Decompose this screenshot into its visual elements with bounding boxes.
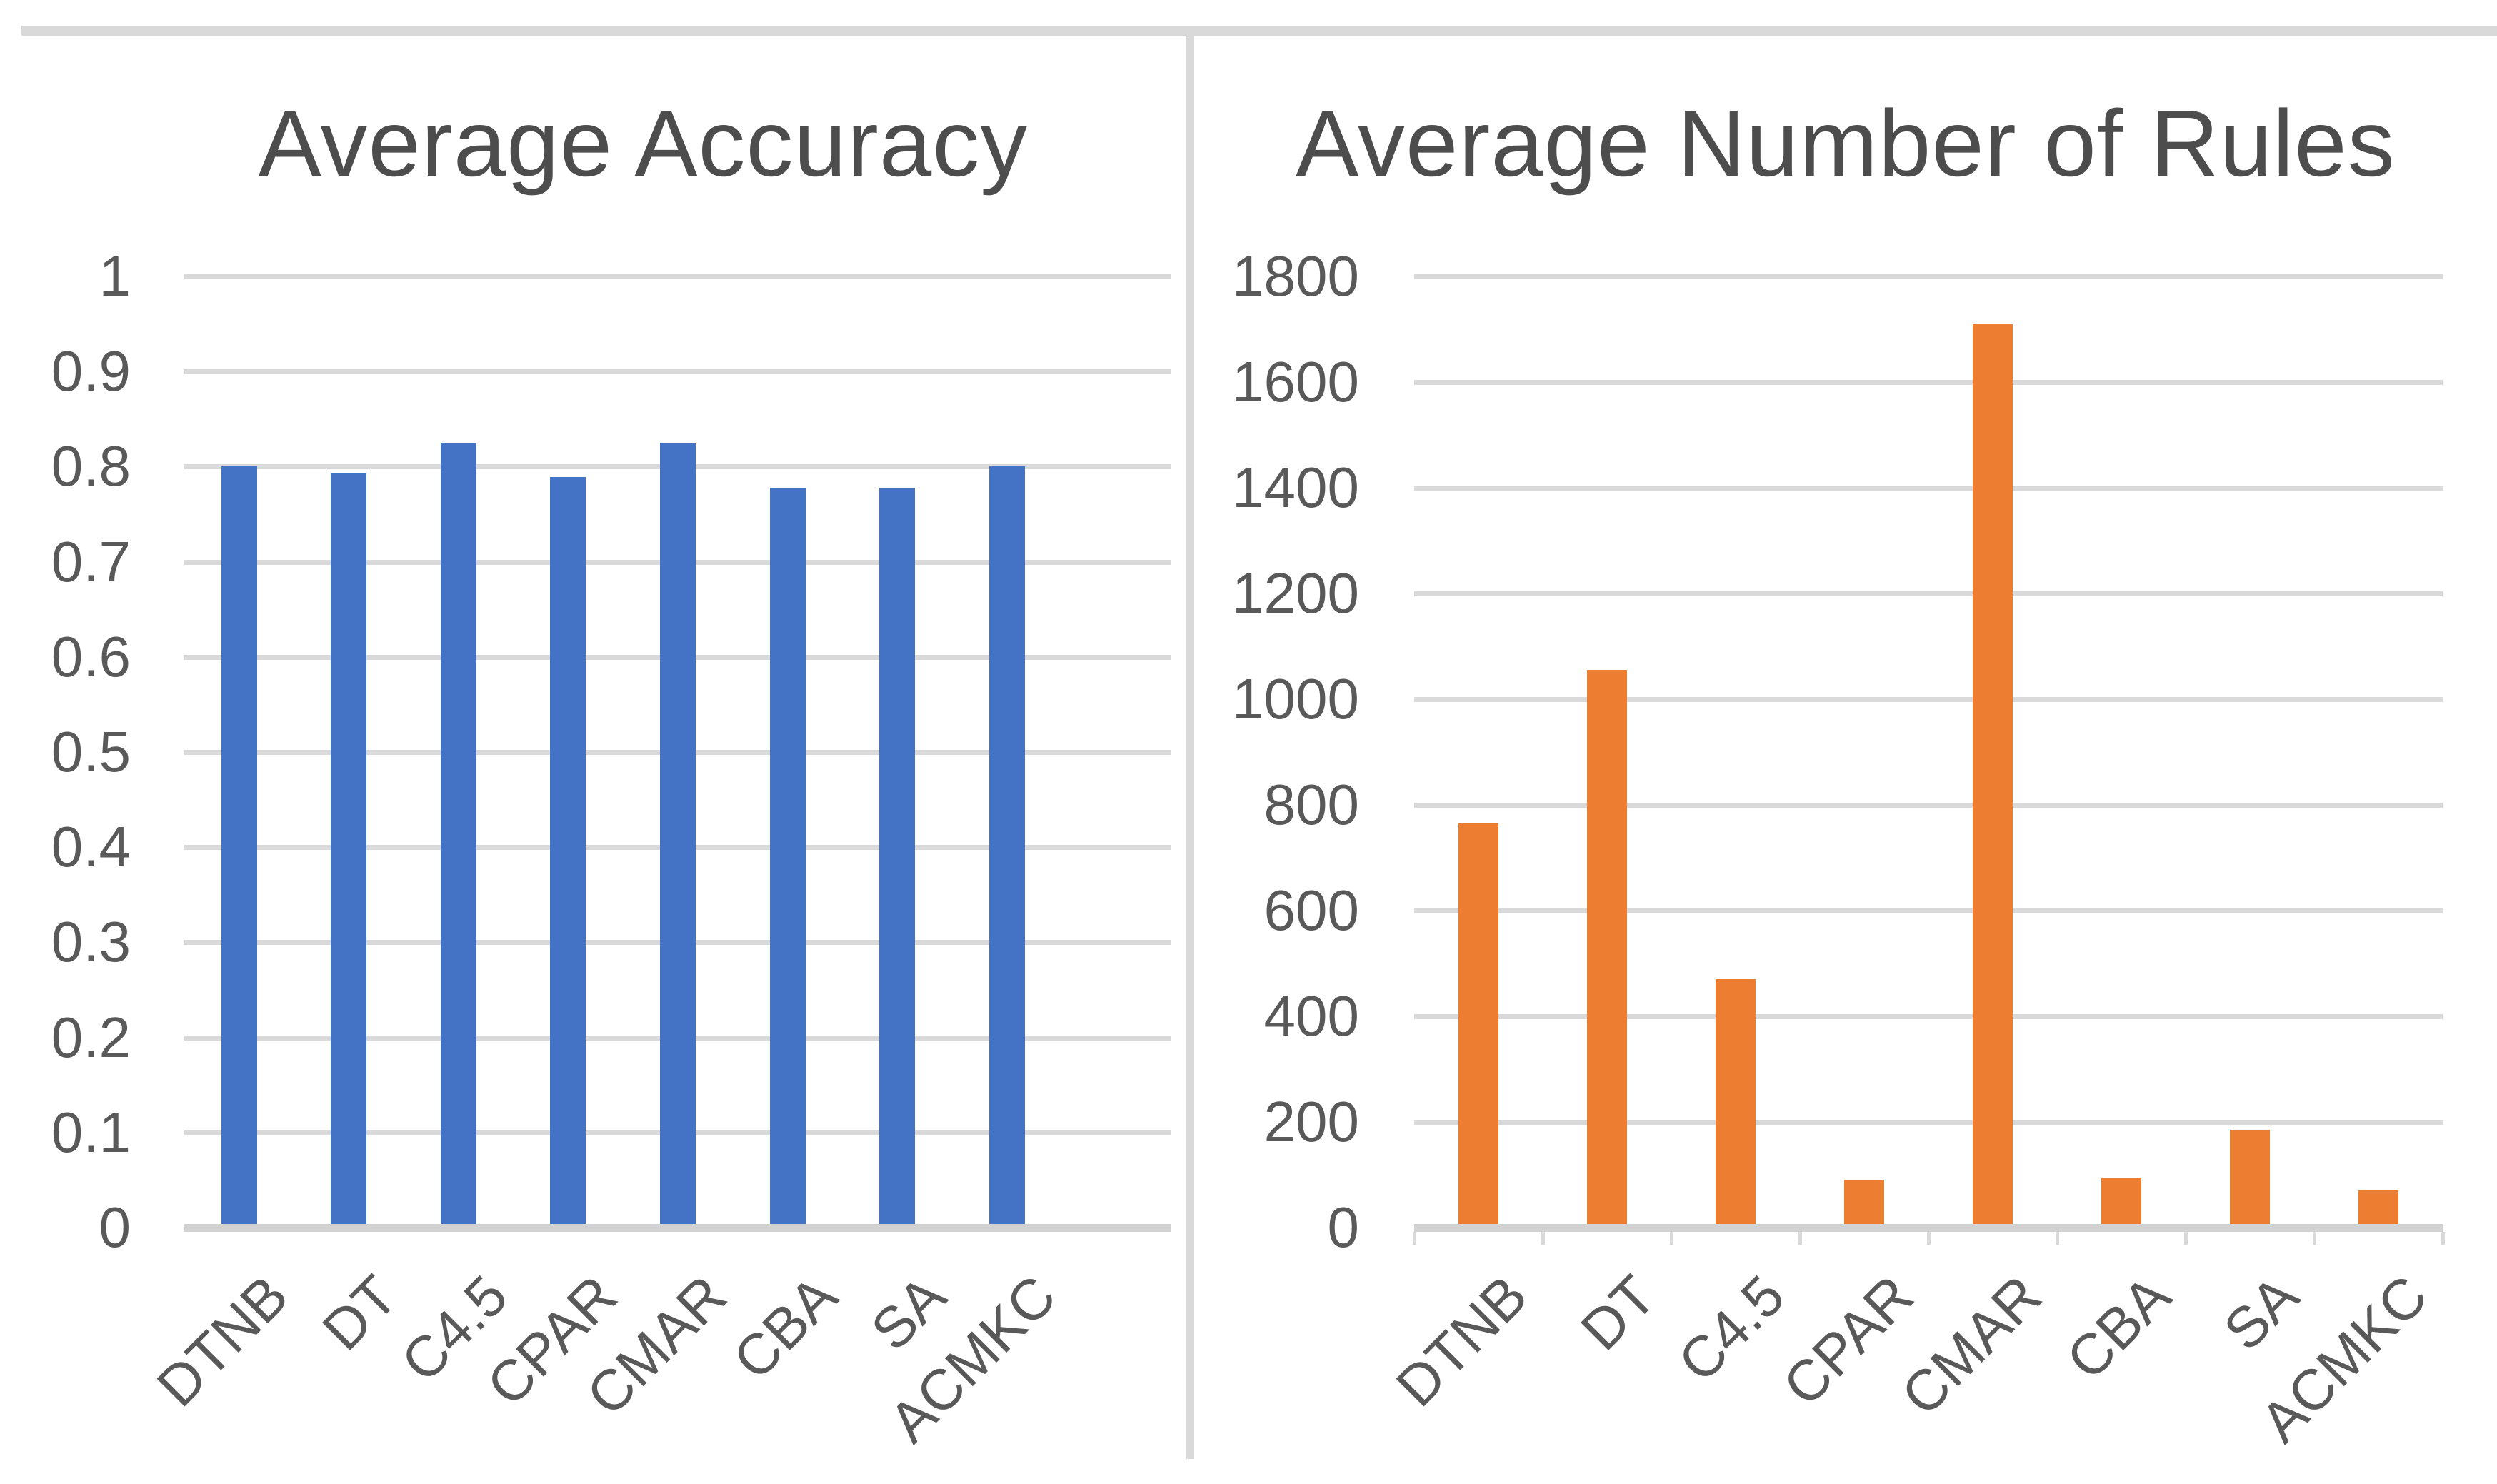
x-category-label: CMAR bbox=[1889, 1263, 2054, 1428]
x-axis-tick-mark bbox=[2441, 1232, 2445, 1245]
bar-ACMKC bbox=[2358, 1190, 2398, 1228]
y-tick-label: 0.9 bbox=[51, 339, 131, 403]
y-tick-label: 600 bbox=[1263, 878, 1359, 942]
x-category-label: DTNB bbox=[1384, 1263, 1540, 1419]
y-tick-label: 1 bbox=[99, 244, 131, 308]
gridline bbox=[1414, 380, 2443, 385]
y-tick-label: 0.5 bbox=[51, 720, 131, 783]
bar-DT bbox=[1587, 670, 1627, 1228]
bar-DT bbox=[331, 473, 366, 1228]
panel-divider-line bbox=[1186, 26, 1194, 1459]
x-axis-tick-mark bbox=[1798, 1232, 1802, 1245]
chart-title: Average Number of Rules bbox=[1296, 91, 2396, 196]
gridline bbox=[1414, 803, 2443, 808]
bar-C4.5 bbox=[441, 443, 476, 1228]
x-axis-tick-mark bbox=[1413, 1232, 1416, 1245]
bar-CMAR bbox=[1973, 324, 2013, 1228]
y-tick-label: 1600 bbox=[1232, 350, 1359, 413]
bar-CPAR bbox=[550, 477, 586, 1228]
y-tick-label: 800 bbox=[1263, 773, 1359, 836]
y-tick-label: 0.6 bbox=[51, 625, 131, 688]
gridline bbox=[184, 274, 1171, 279]
x-category-label: CBA bbox=[2053, 1263, 2183, 1392]
x-category-label: SA bbox=[2211, 1263, 2311, 1363]
y-tick-label: 0.2 bbox=[51, 1006, 131, 1069]
gridline bbox=[1414, 591, 2443, 596]
y-tick-label: 0 bbox=[99, 1195, 131, 1259]
bar-DTNB bbox=[221, 466, 257, 1228]
top-border-line bbox=[21, 26, 2497, 36]
y-tick-label: 0 bbox=[1327, 1195, 1360, 1259]
bar-CBA bbox=[770, 488, 806, 1228]
gridline bbox=[1414, 486, 2443, 491]
y-tick-label: 400 bbox=[1263, 984, 1359, 1048]
bar-C4.5 bbox=[1716, 979, 1756, 1228]
y-tick-label: 1800 bbox=[1232, 244, 1359, 308]
y-tick-label: 0.7 bbox=[51, 530, 131, 593]
y-tick-label: 1200 bbox=[1232, 561, 1359, 625]
y-tick-label: 1400 bbox=[1232, 456, 1359, 519]
gridline bbox=[1414, 1120, 2443, 1125]
gridline bbox=[1414, 1014, 2443, 1019]
gridline bbox=[1414, 274, 2443, 279]
bar-CMAR bbox=[660, 443, 696, 1228]
y-tick-label: 0.4 bbox=[51, 815, 131, 878]
gridline bbox=[1414, 908, 2443, 913]
x-axis-tick-mark bbox=[2056, 1232, 2059, 1245]
x-category-label: DT bbox=[1568, 1263, 1668, 1363]
y-tick-label: 0.3 bbox=[51, 910, 131, 973]
y-tick-label: 200 bbox=[1263, 1090, 1359, 1153]
bar-DTNB bbox=[1458, 823, 1498, 1228]
x-axis-line bbox=[1414, 1224, 2443, 1232]
y-tick-label: 1000 bbox=[1232, 667, 1359, 731]
bar-ACMKC bbox=[989, 466, 1025, 1228]
x-axis-tick-mark bbox=[1670, 1232, 1673, 1245]
bar-SA bbox=[2230, 1130, 2270, 1228]
y-tick-label: 0.1 bbox=[51, 1101, 131, 1164]
x-axis-tick-mark bbox=[2184, 1232, 2188, 1245]
x-axis-tick-mark bbox=[1927, 1232, 1931, 1245]
x-axis-tick-mark bbox=[2313, 1232, 2316, 1245]
chart-title: Average Accuracy bbox=[258, 91, 1029, 196]
x-axis-tick-mark bbox=[1541, 1232, 1545, 1245]
bar-CBA bbox=[2101, 1178, 2141, 1228]
y-tick-label: 0.8 bbox=[51, 434, 131, 498]
gridline bbox=[184, 369, 1171, 374]
bar-CPAR bbox=[1844, 1180, 1884, 1228]
bar-SA bbox=[879, 488, 915, 1228]
gridline bbox=[1414, 697, 2443, 702]
x-axis-line bbox=[184, 1224, 1171, 1232]
